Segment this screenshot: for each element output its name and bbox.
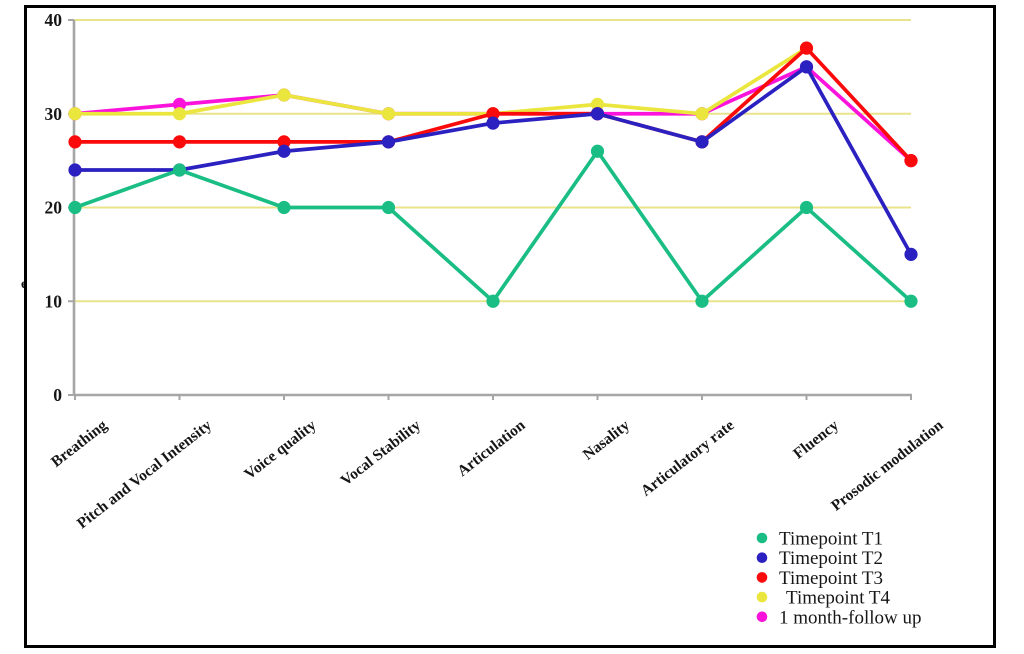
legend-marker-1	[756, 552, 768, 563]
series-1-point-4	[486, 116, 500, 130]
series-2-point-8	[904, 154, 918, 168]
series-3-point-2	[277, 88, 291, 102]
y-tick-label-10: 10	[45, 291, 63, 311]
series-1-point-6	[695, 135, 709, 149]
series-3-point-6	[695, 107, 709, 121]
series-0-point-0	[68, 200, 82, 215]
series-0-point-1	[172, 163, 187, 177]
series-1-point-7	[799, 60, 814, 74]
series-1-point-8	[904, 247, 918, 261]
series-2-point-2	[277, 135, 291, 149]
legend-label-1: Timepoint T2	[779, 548, 883, 569]
y-tick-label-40: 40	[45, 10, 63, 30]
series-0-point-3	[381, 200, 396, 215]
y-tick-label-30: 30	[45, 104, 63, 124]
y-tick-label-0: 0	[53, 385, 62, 405]
legend-marker-4	[756, 611, 768, 623]
y-tick-label-20: 20	[45, 198, 63, 218]
series-3-point-1	[172, 107, 187, 121]
series-2-point-4	[486, 107, 500, 121]
series-2-line	[73, 46, 913, 163]
series-3-point-3	[381, 107, 396, 121]
x-category-label-0: Breathing	[48, 417, 111, 471]
series-0-point-7	[799, 200, 814, 215]
series-0-point-6	[695, 294, 709, 308]
series-1-point-2	[277, 144, 291, 158]
x-category-label-4: Articulation	[454, 417, 529, 480]
series-1-point-3	[381, 135, 396, 149]
series-4-point-1	[172, 97, 187, 111]
legend-marker-0	[756, 532, 768, 544]
legend-label-4: 1 month-follow up	[779, 607, 922, 628]
series-2-point-1	[172, 135, 187, 149]
x-category-label-3: Vocal Stability	[338, 417, 425, 490]
series-0-point-8	[904, 294, 918, 308]
legend-marker-3	[756, 591, 768, 603]
x-category-label-2: Voice quality	[241, 417, 319, 483]
figure-border	[24, 5, 996, 648]
legend-marker-2	[756, 572, 768, 583]
series-1-point-0	[68, 163, 82, 177]
series-1-point-5	[590, 107, 605, 121]
x-category-label-7: Fluency	[790, 417, 842, 463]
x-category-label-5: Nasality	[580, 417, 633, 464]
series-0-point-2	[277, 200, 291, 215]
series-0-point-5	[590, 144, 605, 158]
legend-label-0: Timepoint T1	[779, 529, 883, 550]
series-2-point-0	[68, 135, 82, 149]
series-3-point-5	[590, 97, 605, 111]
series-0-point-4	[486, 294, 500, 308]
legend-label-2: Timepoint T3	[779, 568, 883, 589]
series-3-point-0	[68, 107, 82, 121]
x-category-label-6: Articulatory rate	[638, 417, 738, 500]
legend-label-3: Timepoint T4	[786, 588, 890, 609]
series-0-line	[73, 149, 913, 304]
x-category-label-8: Prosodic modulation	[828, 417, 947, 515]
series-2-point-7	[799, 41, 814, 55]
series-3-line	[73, 46, 809, 116]
